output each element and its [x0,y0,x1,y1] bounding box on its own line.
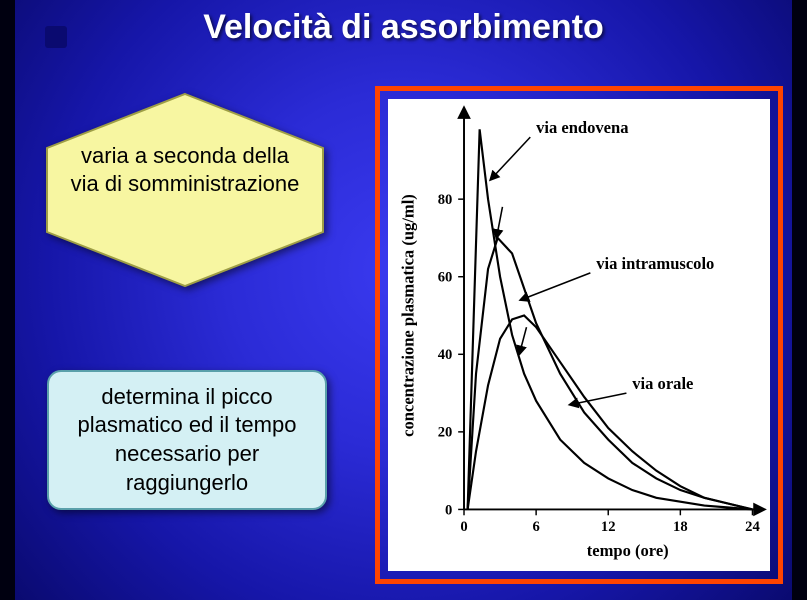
svg-text:12: 12 [601,519,616,535]
svg-text:80: 80 [438,192,453,208]
label-via-endovena: via endovena [536,118,629,137]
svg-text:18: 18 [673,519,688,535]
chart-background: 0 6 12 18 24 0 20 40 60 80 tempo (ore) concentrazio… [388,99,770,571]
hexagon-callout: varia a seconda della via di somministra… [35,90,335,290]
round-callout: determina il picco plasmatico ed il temp… [47,370,327,510]
hexagon-text: varia a seconda della via di somministra… [65,142,305,197]
label-via-intramuscolo: via intramuscolo [596,254,714,273]
round-callout-text: determina il picco plasmatico ed il temp… [61,383,313,497]
svg-text:40: 40 [438,347,453,363]
label-via-orale: via orale [632,374,693,393]
svg-text:0: 0 [460,519,467,535]
svg-text:24: 24 [745,519,760,535]
svg-text:6: 6 [532,519,539,535]
slide-background: Velocità di assorbimento varia a seconda… [15,0,792,600]
svg-text:0: 0 [445,502,452,518]
curve-via-endovena [468,129,753,509]
chart-frame: 0 6 12 18 24 0 20 40 60 80 tempo (ore) concentrazio… [375,86,783,584]
slide-title: Velocità di assorbimento [15,8,792,47]
svg-text:60: 60 [438,270,453,286]
svg-text:tempo (ore): tempo (ore) [587,541,669,560]
svg-text:20: 20 [438,425,453,441]
line-chart: 0 6 12 18 24 0 20 40 60 80 tempo (ore) concentrazio… [388,99,770,571]
curve-via-intramuscolo [468,238,753,509]
svg-text:concentrazione plasmatica (ug/: concentrazione plasmatica (ug/ml) [398,194,417,437]
